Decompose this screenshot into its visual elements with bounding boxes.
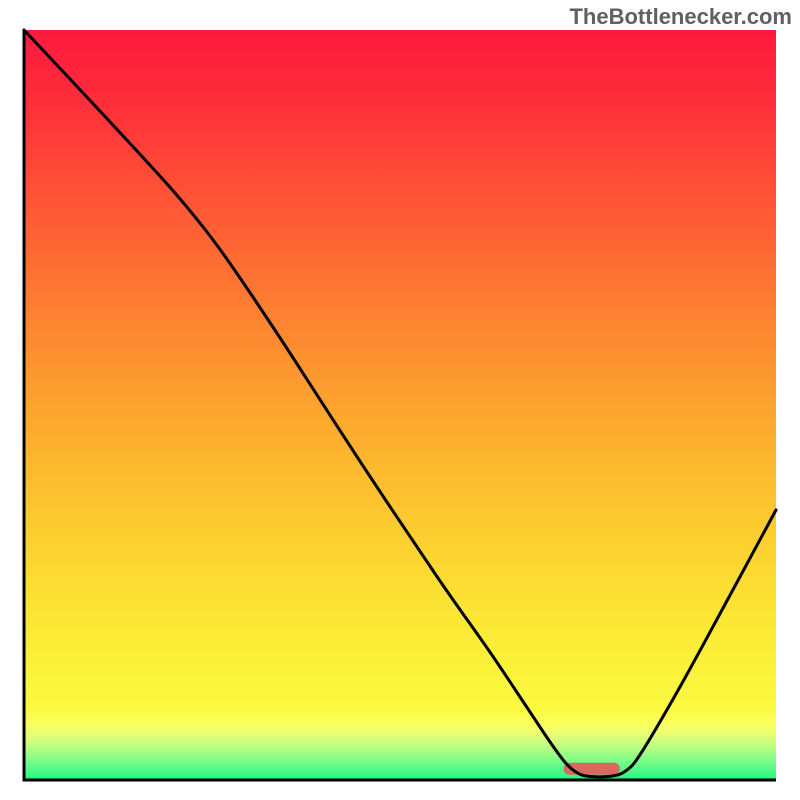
gradient-background [24,30,776,780]
chart-container: TheBottlenecker.com [0,0,800,800]
bottleneck-chart [0,0,800,800]
